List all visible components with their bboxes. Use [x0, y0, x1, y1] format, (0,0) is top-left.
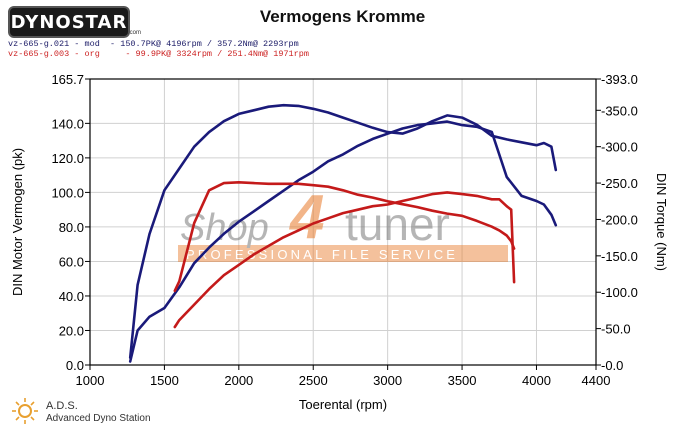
- plot-area: [90, 79, 596, 365]
- y-left-tick-label: 0.0: [66, 358, 84, 373]
- plot-frame: [89, 78, 597, 366]
- y-right-axis-label: DIN Torque (Nm): [654, 173, 669, 271]
- series-line-2: [173, 191, 516, 329]
- y-left-tick-label: 60.0: [59, 254, 84, 269]
- x-axis-label: Toerental (rpm): [299, 397, 387, 412]
- logo-sub: .com: [128, 30, 142, 36]
- dynostar-logo: DYNOSTAR: [8, 6, 130, 38]
- y-left-tick-label: 100.0: [51, 185, 84, 200]
- watermark-brand-num: 4: [288, 183, 324, 252]
- ads-sun-icon: [12, 398, 38, 424]
- y-right-tick-label: -300.0: [601, 140, 638, 155]
- y-right-tick-label: -250.0: [601, 176, 638, 191]
- x-tick-label: 3000: [373, 373, 402, 388]
- chart-title: Vermogens Kromme: [259, 7, 426, 26]
- ads-subtitle: Advanced Dyno Station: [46, 413, 151, 424]
- y-right-tick-label: -393.0: [601, 72, 638, 87]
- y-left-tick-label: 140.0: [51, 116, 84, 131]
- x-tick-label: 4000: [522, 373, 551, 388]
- x-tick-label: 2500: [299, 373, 328, 388]
- logo-text: DYNOSTAR: [10, 11, 128, 33]
- y-left-tick-label: 40.0: [59, 289, 84, 304]
- y-left-tick-label: 80.0: [59, 220, 84, 235]
- watermark-brand-right: tuner: [345, 198, 450, 250]
- ads-title: A.D.S.: [46, 400, 78, 412]
- x-tick-label: 1500: [150, 373, 179, 388]
- y-right-tick-label: -350.0: [601, 103, 638, 118]
- legend-line-mod: vz-665-g.021 - mod - 150.7PK@ 4196rpm / …: [8, 39, 299, 49]
- legend-line-org: vz-665-g.003 - org - 99.9PK@ 3324rpm / 2…: [8, 49, 309, 59]
- series-line-1: [128, 103, 558, 360]
- y-right-tick-label: -0.0: [601, 358, 623, 373]
- y-left-tick-label: 120.0: [51, 151, 84, 166]
- series-line-0: [128, 120, 558, 363]
- watermark-brand-left: Shop: [180, 207, 269, 249]
- watermark-tagline: PROFESSIONAL FILE SERVICE: [186, 247, 458, 262]
- y-right-tick-label: -150.0: [601, 249, 638, 264]
- y-left-tick-label: 165.7: [51, 72, 84, 87]
- y-right-tick-label: -200.0: [601, 212, 638, 227]
- y-right-tick-label: -100.0: [601, 285, 638, 300]
- x-tick-label: 4400: [582, 373, 611, 388]
- y-left-tick-label: 20.0: [59, 323, 84, 338]
- x-tick-label: 3500: [448, 373, 477, 388]
- y-left-axis-label: DIN Motor Vermogen (pk): [10, 148, 25, 296]
- x-tick-label: 1000: [76, 373, 105, 388]
- x-tick-label: 2000: [224, 373, 253, 388]
- series-line-3: [173, 181, 516, 293]
- y-right-tick-label: -50.0: [601, 322, 631, 337]
